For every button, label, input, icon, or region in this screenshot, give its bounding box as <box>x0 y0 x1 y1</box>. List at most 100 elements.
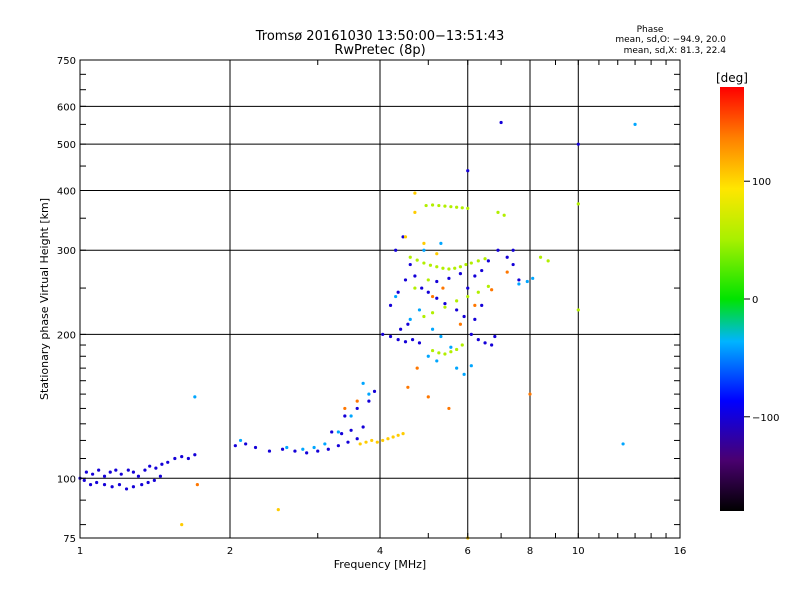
x-tick-label: 4 <box>377 546 383 557</box>
data-point <box>343 406 347 411</box>
data-point <box>430 327 435 331</box>
data-point <box>460 343 464 347</box>
data-point <box>466 294 470 299</box>
data-point <box>439 334 443 339</box>
data-point <box>401 235 405 239</box>
data-point <box>466 286 470 290</box>
data-point <box>460 206 464 210</box>
data-points <box>78 120 637 540</box>
data-point <box>486 259 490 263</box>
data-point <box>102 474 107 478</box>
colorbar-tick-label: 100 <box>752 177 771 188</box>
data-point <box>462 372 466 376</box>
data-point <box>131 485 136 489</box>
colorbar-tick-label: −100 <box>752 413 779 424</box>
data-point <box>490 288 494 292</box>
data-point <box>381 438 385 443</box>
data-point <box>358 442 362 446</box>
data-point <box>455 205 459 209</box>
x-tick-label: 1 <box>77 546 83 557</box>
data-point <box>437 351 441 355</box>
data-point <box>140 483 144 487</box>
data-point <box>326 447 330 451</box>
data-point <box>349 414 353 418</box>
data-point <box>396 290 400 294</box>
data-point <box>422 261 426 265</box>
data-point <box>453 266 457 270</box>
data-point <box>426 395 430 399</box>
data-point <box>233 444 237 448</box>
data-point <box>469 364 473 368</box>
data-point <box>340 432 344 436</box>
data-point <box>253 445 258 450</box>
data-point <box>410 338 415 342</box>
data-point <box>386 437 390 441</box>
data-point <box>408 262 412 267</box>
data-point <box>361 381 365 385</box>
data-point <box>316 449 320 453</box>
data-point <box>403 278 408 282</box>
data-point <box>117 483 122 487</box>
data-point <box>483 257 487 261</box>
colorbar-tick-label: 0 <box>752 295 758 306</box>
data-point <box>505 270 509 274</box>
data-point <box>486 284 490 289</box>
data-point <box>280 447 285 451</box>
data-point <box>466 169 470 173</box>
data-point <box>505 255 509 259</box>
data-point <box>430 348 435 353</box>
data-point <box>435 265 439 269</box>
data-point <box>143 468 147 472</box>
data-point <box>355 399 359 403</box>
data-point <box>511 262 515 267</box>
data-point <box>496 210 500 214</box>
data-point <box>367 392 371 396</box>
data-point <box>455 299 459 303</box>
y-tick-label: 75 <box>63 534 76 545</box>
data-point <box>476 290 480 294</box>
phase-stats-o: mean, sd,O: −94.9, 20.0 <box>615 35 726 45</box>
data-point <box>388 334 393 339</box>
data-point <box>108 470 112 474</box>
y-tick-label: 400 <box>57 186 76 197</box>
data-point <box>458 272 463 276</box>
data-point <box>413 274 417 278</box>
data-point <box>399 327 403 331</box>
data-point <box>441 266 445 270</box>
data-point <box>576 142 580 146</box>
data-point <box>528 392 532 396</box>
data-point <box>435 252 439 256</box>
data-point <box>469 332 473 336</box>
data-point <box>455 308 459 312</box>
data-point <box>443 301 447 306</box>
data-point <box>406 322 410 326</box>
data-point <box>426 354 430 358</box>
data-point <box>476 338 480 342</box>
data-point <box>496 248 500 252</box>
phase-stats-x: mean, sd,X: 81.3, 22.4 <box>624 46 727 56</box>
data-point <box>312 445 316 450</box>
data-point <box>166 460 170 464</box>
data-point <box>394 294 398 299</box>
data-point <box>430 294 435 299</box>
data-point <box>455 366 459 370</box>
data-point <box>413 210 417 214</box>
data-point <box>417 341 422 345</box>
data-point <box>476 259 480 263</box>
data-point <box>458 265 463 269</box>
data-point <box>343 414 347 418</box>
phase-stats-heading: Phase <box>637 25 664 35</box>
data-point <box>462 314 466 319</box>
y-tick-label: 100 <box>57 474 76 485</box>
data-point <box>349 428 353 432</box>
data-point <box>388 303 393 307</box>
data-point <box>160 462 164 466</box>
y-tick-label: 200 <box>57 330 76 341</box>
data-point <box>473 317 477 321</box>
data-point <box>396 338 400 342</box>
data-point <box>394 248 398 252</box>
data-point <box>576 202 580 206</box>
data-point <box>136 474 141 478</box>
data-point <box>126 468 130 472</box>
